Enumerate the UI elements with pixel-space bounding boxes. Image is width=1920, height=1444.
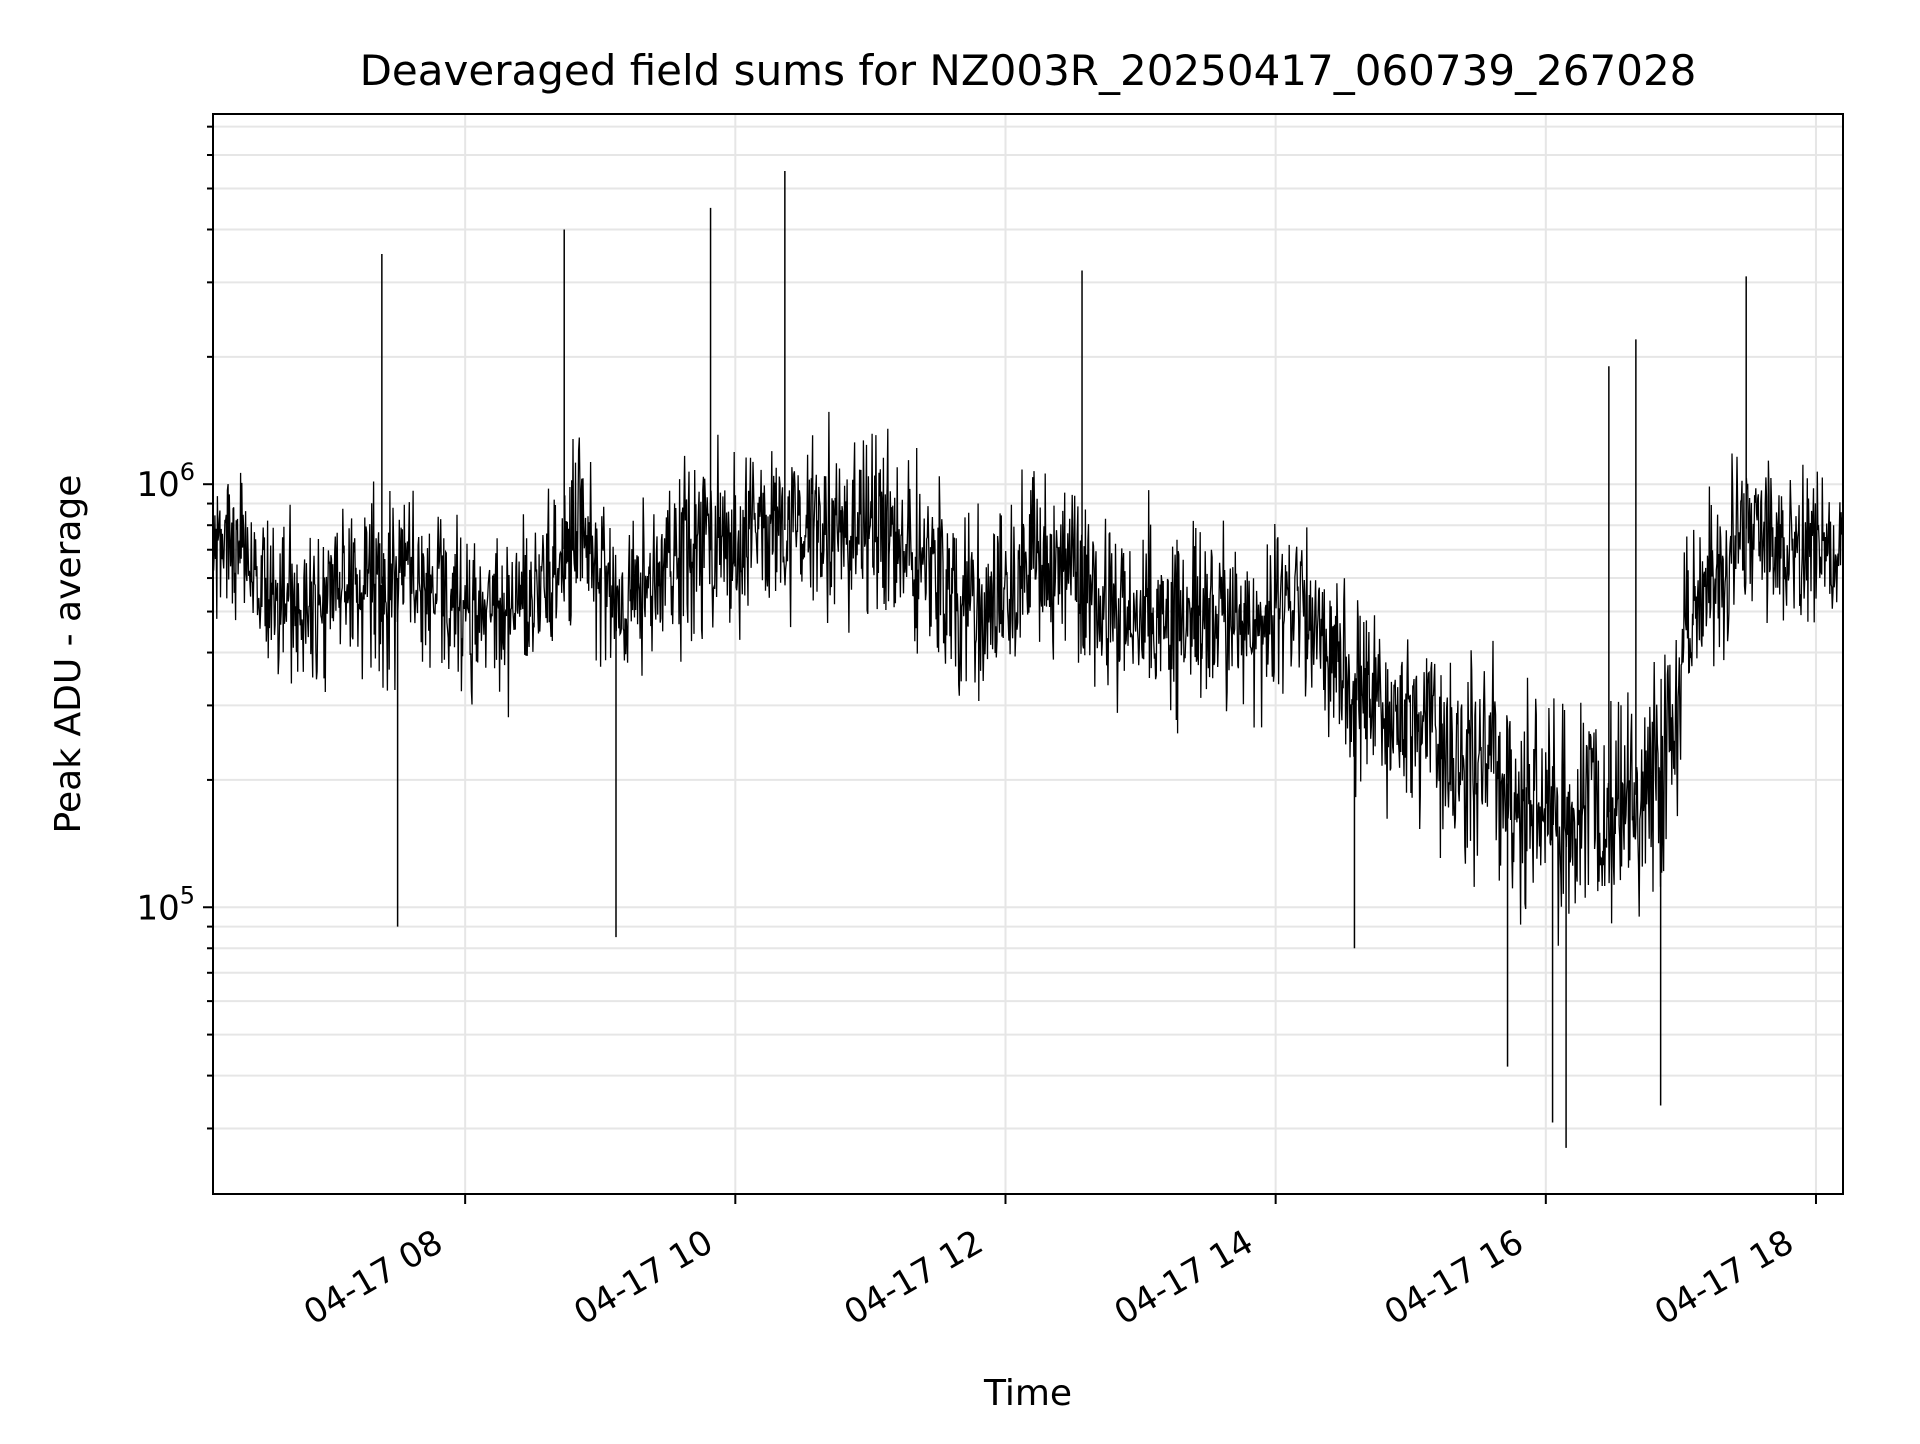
chart-title: Deaveraged field sums for NZ003R_2025041… [360, 46, 1697, 95]
y-axis-label: Peak ADU - average [48, 475, 89, 834]
y-tick-label: 106 [136, 458, 195, 505]
grid-layer [213, 114, 1843, 1194]
y-tick-label: 105 [136, 881, 195, 928]
series-layer [213, 170, 1843, 1148]
series-line [213, 411, 1843, 946]
plot-frame [212, 113, 1844, 1195]
x-axis-label: Time [983, 1373, 1072, 1414]
